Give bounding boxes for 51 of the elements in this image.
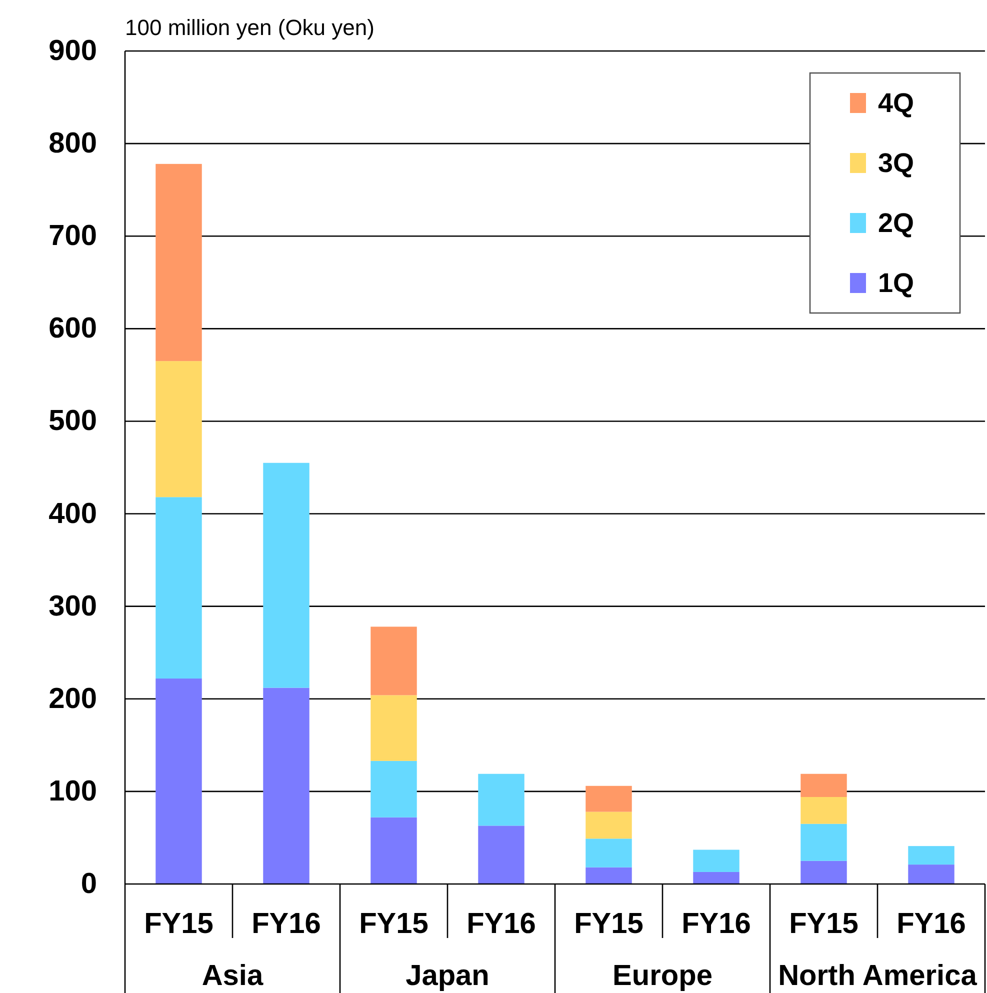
x-tick-label: FY15 [789, 908, 858, 940]
x-tick-label: FY16 [466, 908, 536, 940]
legend-label: 1Q [878, 268, 914, 298]
y-axis-title: 100 million yen (Oku yen) [125, 15, 374, 40]
bar [478, 826, 524, 884]
bar [693, 872, 740, 884]
bar [370, 760, 417, 818]
y-tick-label: 400 [48, 498, 97, 530]
bar [800, 860, 847, 884]
bar [800, 797, 847, 824]
legend-label: 4Q [878, 88, 914, 118]
bar [156, 678, 202, 884]
bar [263, 462, 310, 688]
y-tick-label: 100 [48, 775, 97, 808]
bar [478, 774, 524, 826]
y-tick-label: 200 [48, 682, 97, 715]
x-tick-label: FY16 [252, 908, 321, 940]
legend-label: 3Q [878, 148, 914, 178]
y-tick-label: 600 [48, 312, 97, 345]
bar [156, 497, 202, 679]
legend-label: 2Q [878, 208, 914, 238]
x-tick-label: FY16 [682, 908, 751, 940]
text: Europe [612, 960, 712, 992]
bar [586, 786, 632, 812]
y-tick-label: 800 [48, 128, 97, 160]
bar [800, 774, 847, 797]
bar [693, 850, 740, 872]
text: Japan [406, 960, 490, 992]
bar [586, 812, 632, 839]
bar [586, 838, 632, 868]
bar [800, 824, 847, 861]
bar [908, 846, 954, 865]
x-tick-label: FY15 [574, 908, 644, 940]
bar [156, 164, 202, 362]
x-tick-label: FY16 [896, 908, 966, 940]
y-tick-label: 500 [48, 405, 97, 438]
bar [370, 626, 417, 696]
text: North America [778, 960, 978, 992]
bar [586, 867, 632, 884]
x-tick-label: FY15 [144, 908, 214, 940]
text: Asia [202, 960, 264, 992]
y-tick-label: 0 [80, 868, 97, 900]
bar [370, 695, 417, 761]
bar [156, 361, 202, 498]
y-tick-label: 300 [48, 590, 97, 622]
bar [263, 688, 310, 884]
y-tick-label: 700 [48, 220, 97, 252]
bar [908, 864, 954, 884]
y-tick-label: 900 [48, 35, 97, 67]
bar [370, 817, 417, 884]
x-tick-label: FY15 [359, 908, 428, 940]
